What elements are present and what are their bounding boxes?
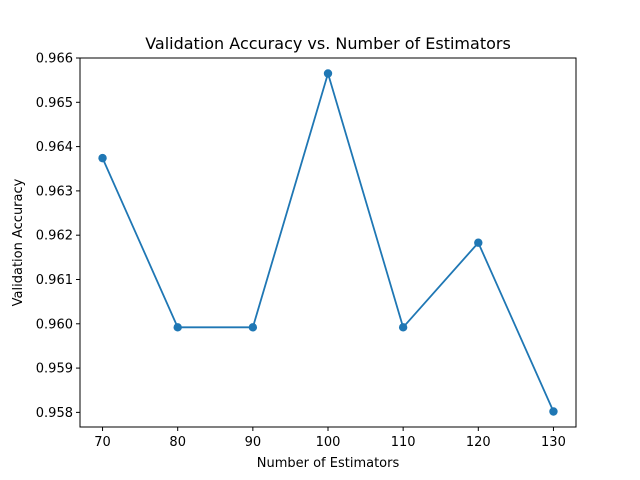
x-tick-label: 90 (245, 435, 262, 450)
data-point (549, 407, 558, 416)
data-point (98, 153, 107, 163)
chart-title: Validation Accuracy vs. Number of Estima… (145, 34, 511, 53)
x-tick-label: 80 (169, 435, 186, 450)
y-tick-label: 0.958 (36, 406, 73, 421)
data-point (323, 69, 333, 78)
series-layer (98, 69, 558, 416)
plot-frame (79, 57, 577, 428)
y-tick-label: 0.960 (36, 317, 73, 332)
x-tick-label: 120 (466, 435, 491, 450)
data-point (248, 323, 258, 332)
y-tick-label: 0.964 (36, 140, 73, 155)
y-axis-label: Validation Accuracy (11, 178, 26, 306)
x-tick-label: 70 (94, 435, 111, 450)
y-axis: 0.958 0.959 0.960 0.961 0.962 0.963 0.964 0.965… (36, 52, 80, 421)
data-point (398, 323, 408, 332)
x-axis: 70 80 90 100 110 120 130 (94, 427, 566, 450)
y-tick-label: 0.961 (36, 273, 73, 288)
x-axis-label: Number of Estimators (257, 456, 400, 471)
x-tick-label: 130 (541, 435, 566, 450)
y-tick-label: 0.966 (36, 52, 73, 67)
y-tick-label: 0.959 (36, 362, 73, 377)
y-tick-label: 0.965 (36, 96, 73, 111)
data-point (173, 323, 182, 332)
y-tick-label: 0.962 (36, 229, 73, 244)
x-tick-label: 110 (391, 435, 416, 450)
y-tick-label: 0.963 (36, 184, 73, 199)
series-line (101, 72, 555, 412)
data-point (474, 238, 483, 247)
x-tick-label: 100 (316, 435, 341, 450)
